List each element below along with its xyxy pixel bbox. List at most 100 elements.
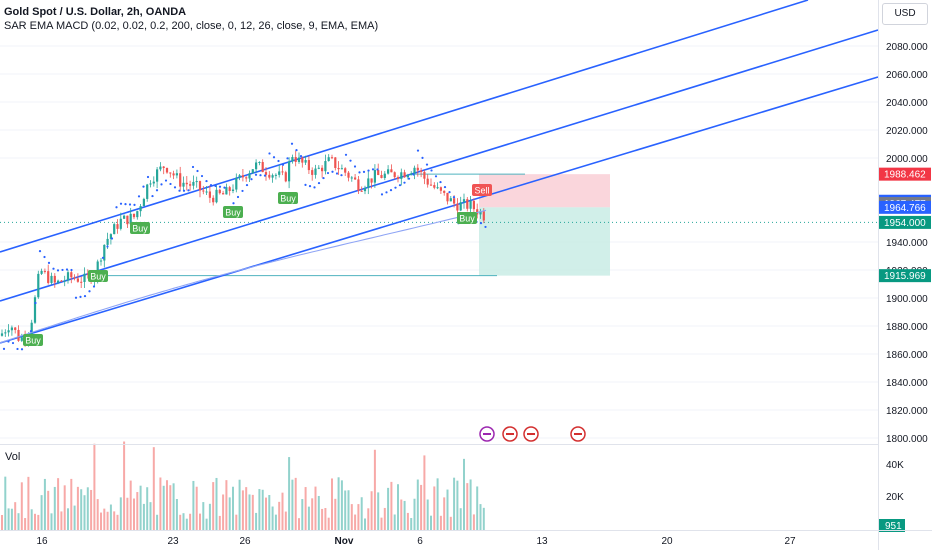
candle bbox=[324, 154, 327, 175]
volume-bar bbox=[410, 518, 413, 530]
candle bbox=[142, 197, 145, 207]
candle-body bbox=[304, 160, 307, 163]
volume-bar bbox=[195, 486, 198, 530]
event-flag-icon[interactable] bbox=[523, 426, 539, 442]
time-tick: 16 bbox=[36, 536, 48, 547]
signal-buy: Buy bbox=[278, 192, 298, 204]
pane-divider[interactable] bbox=[0, 444, 878, 445]
sar-dot bbox=[286, 157, 289, 160]
volume-bar bbox=[47, 490, 50, 530]
candle bbox=[156, 166, 159, 189]
volume-bar bbox=[232, 486, 234, 530]
candle-body bbox=[238, 175, 241, 178]
sar-dot bbox=[218, 185, 222, 188]
sar-dot bbox=[29, 329, 33, 333]
candle-body bbox=[281, 171, 284, 173]
candle bbox=[208, 185, 211, 203]
sar-dot bbox=[65, 268, 69, 271]
sar-dot bbox=[313, 186, 316, 189]
volume-bar bbox=[169, 485, 172, 530]
event-flag-icon[interactable] bbox=[570, 426, 586, 442]
signal-sell: Sell bbox=[472, 184, 492, 196]
candle bbox=[274, 173, 277, 180]
candle-body bbox=[73, 277, 76, 279]
volume-bar bbox=[248, 494, 251, 530]
candle-body bbox=[291, 157, 294, 162]
indicator-legend[interactable]: SAR EMA MACD (0.02, 0.02, 0.2, 200, clos… bbox=[4, 20, 379, 32]
price-label: 1964.766 bbox=[879, 200, 931, 214]
signal-buy: Buy bbox=[457, 212, 477, 224]
candle bbox=[255, 159, 258, 174]
candle bbox=[136, 210, 139, 220]
sar-dot bbox=[277, 159, 280, 163]
volume-bar bbox=[245, 487, 248, 530]
candle-body bbox=[370, 178, 373, 183]
volume-bar bbox=[482, 507, 485, 530]
sar-dot bbox=[380, 193, 384, 196]
volume-bar bbox=[344, 490, 347, 530]
candle-body bbox=[17, 329, 20, 341]
candle-body bbox=[357, 179, 360, 191]
candle bbox=[459, 196, 462, 212]
sar-dot bbox=[331, 170, 334, 173]
candle bbox=[99, 258, 103, 266]
volume-bar bbox=[80, 489, 83, 530]
volume-bar bbox=[370, 491, 373, 530]
candle bbox=[268, 171, 271, 180]
volume-last-label: 951 bbox=[885, 521, 902, 532]
event-flag-icon[interactable] bbox=[502, 426, 518, 442]
candle-body bbox=[172, 173, 175, 176]
time-tick: 27 bbox=[784, 536, 796, 547]
candle-body bbox=[10, 327, 13, 331]
sar-dot bbox=[38, 250, 42, 253]
volume-bar bbox=[136, 492, 139, 530]
candle-body bbox=[301, 157, 304, 163]
volume-bar bbox=[57, 478, 60, 530]
volume-bar bbox=[53, 486, 56, 530]
candle-body bbox=[47, 271, 50, 283]
volume-bar bbox=[354, 514, 357, 530]
candle bbox=[113, 222, 116, 235]
volume-bar bbox=[301, 499, 304, 530]
volume-bar bbox=[265, 497, 267, 530]
candle bbox=[321, 165, 324, 178]
sar-dot bbox=[119, 202, 123, 205]
candle-body bbox=[330, 157, 334, 159]
candle-body bbox=[231, 189, 235, 191]
candle bbox=[413, 165, 416, 180]
candle-body bbox=[205, 191, 208, 193]
volume-bar bbox=[472, 514, 475, 530]
volume-bar bbox=[139, 485, 142, 530]
volume-bar bbox=[294, 477, 297, 530]
candle-body bbox=[60, 280, 63, 282]
volume-bar bbox=[93, 443, 96, 530]
volume-bar bbox=[380, 517, 383, 530]
sar-dot bbox=[367, 169, 370, 172]
candle bbox=[175, 169, 178, 179]
sar-dot bbox=[106, 245, 109, 248]
candle bbox=[271, 173, 274, 183]
currency-button[interactable]: USD bbox=[882, 3, 928, 25]
channel-line bbox=[0, 29, 879, 302]
sar-dot bbox=[389, 189, 393, 192]
event-lightning-icon[interactable] bbox=[479, 426, 495, 442]
volume-bar bbox=[317, 495, 320, 530]
candle bbox=[165, 167, 169, 174]
volume-label[interactable]: Vol bbox=[5, 451, 21, 463]
volume-bar bbox=[268, 495, 271, 530]
candle-body bbox=[251, 169, 254, 174]
candle-body bbox=[241, 175, 244, 178]
candle bbox=[314, 164, 317, 179]
candle bbox=[245, 176, 248, 182]
candle bbox=[258, 161, 261, 166]
candle-body bbox=[406, 174, 409, 178]
candle bbox=[17, 325, 20, 342]
volume-bar bbox=[400, 499, 403, 530]
candle bbox=[261, 159, 264, 173]
price-label-text: 1915.969 bbox=[884, 271, 926, 282]
sar-dot bbox=[128, 203, 132, 206]
volume-bar bbox=[175, 499, 178, 530]
candle bbox=[225, 183, 228, 195]
